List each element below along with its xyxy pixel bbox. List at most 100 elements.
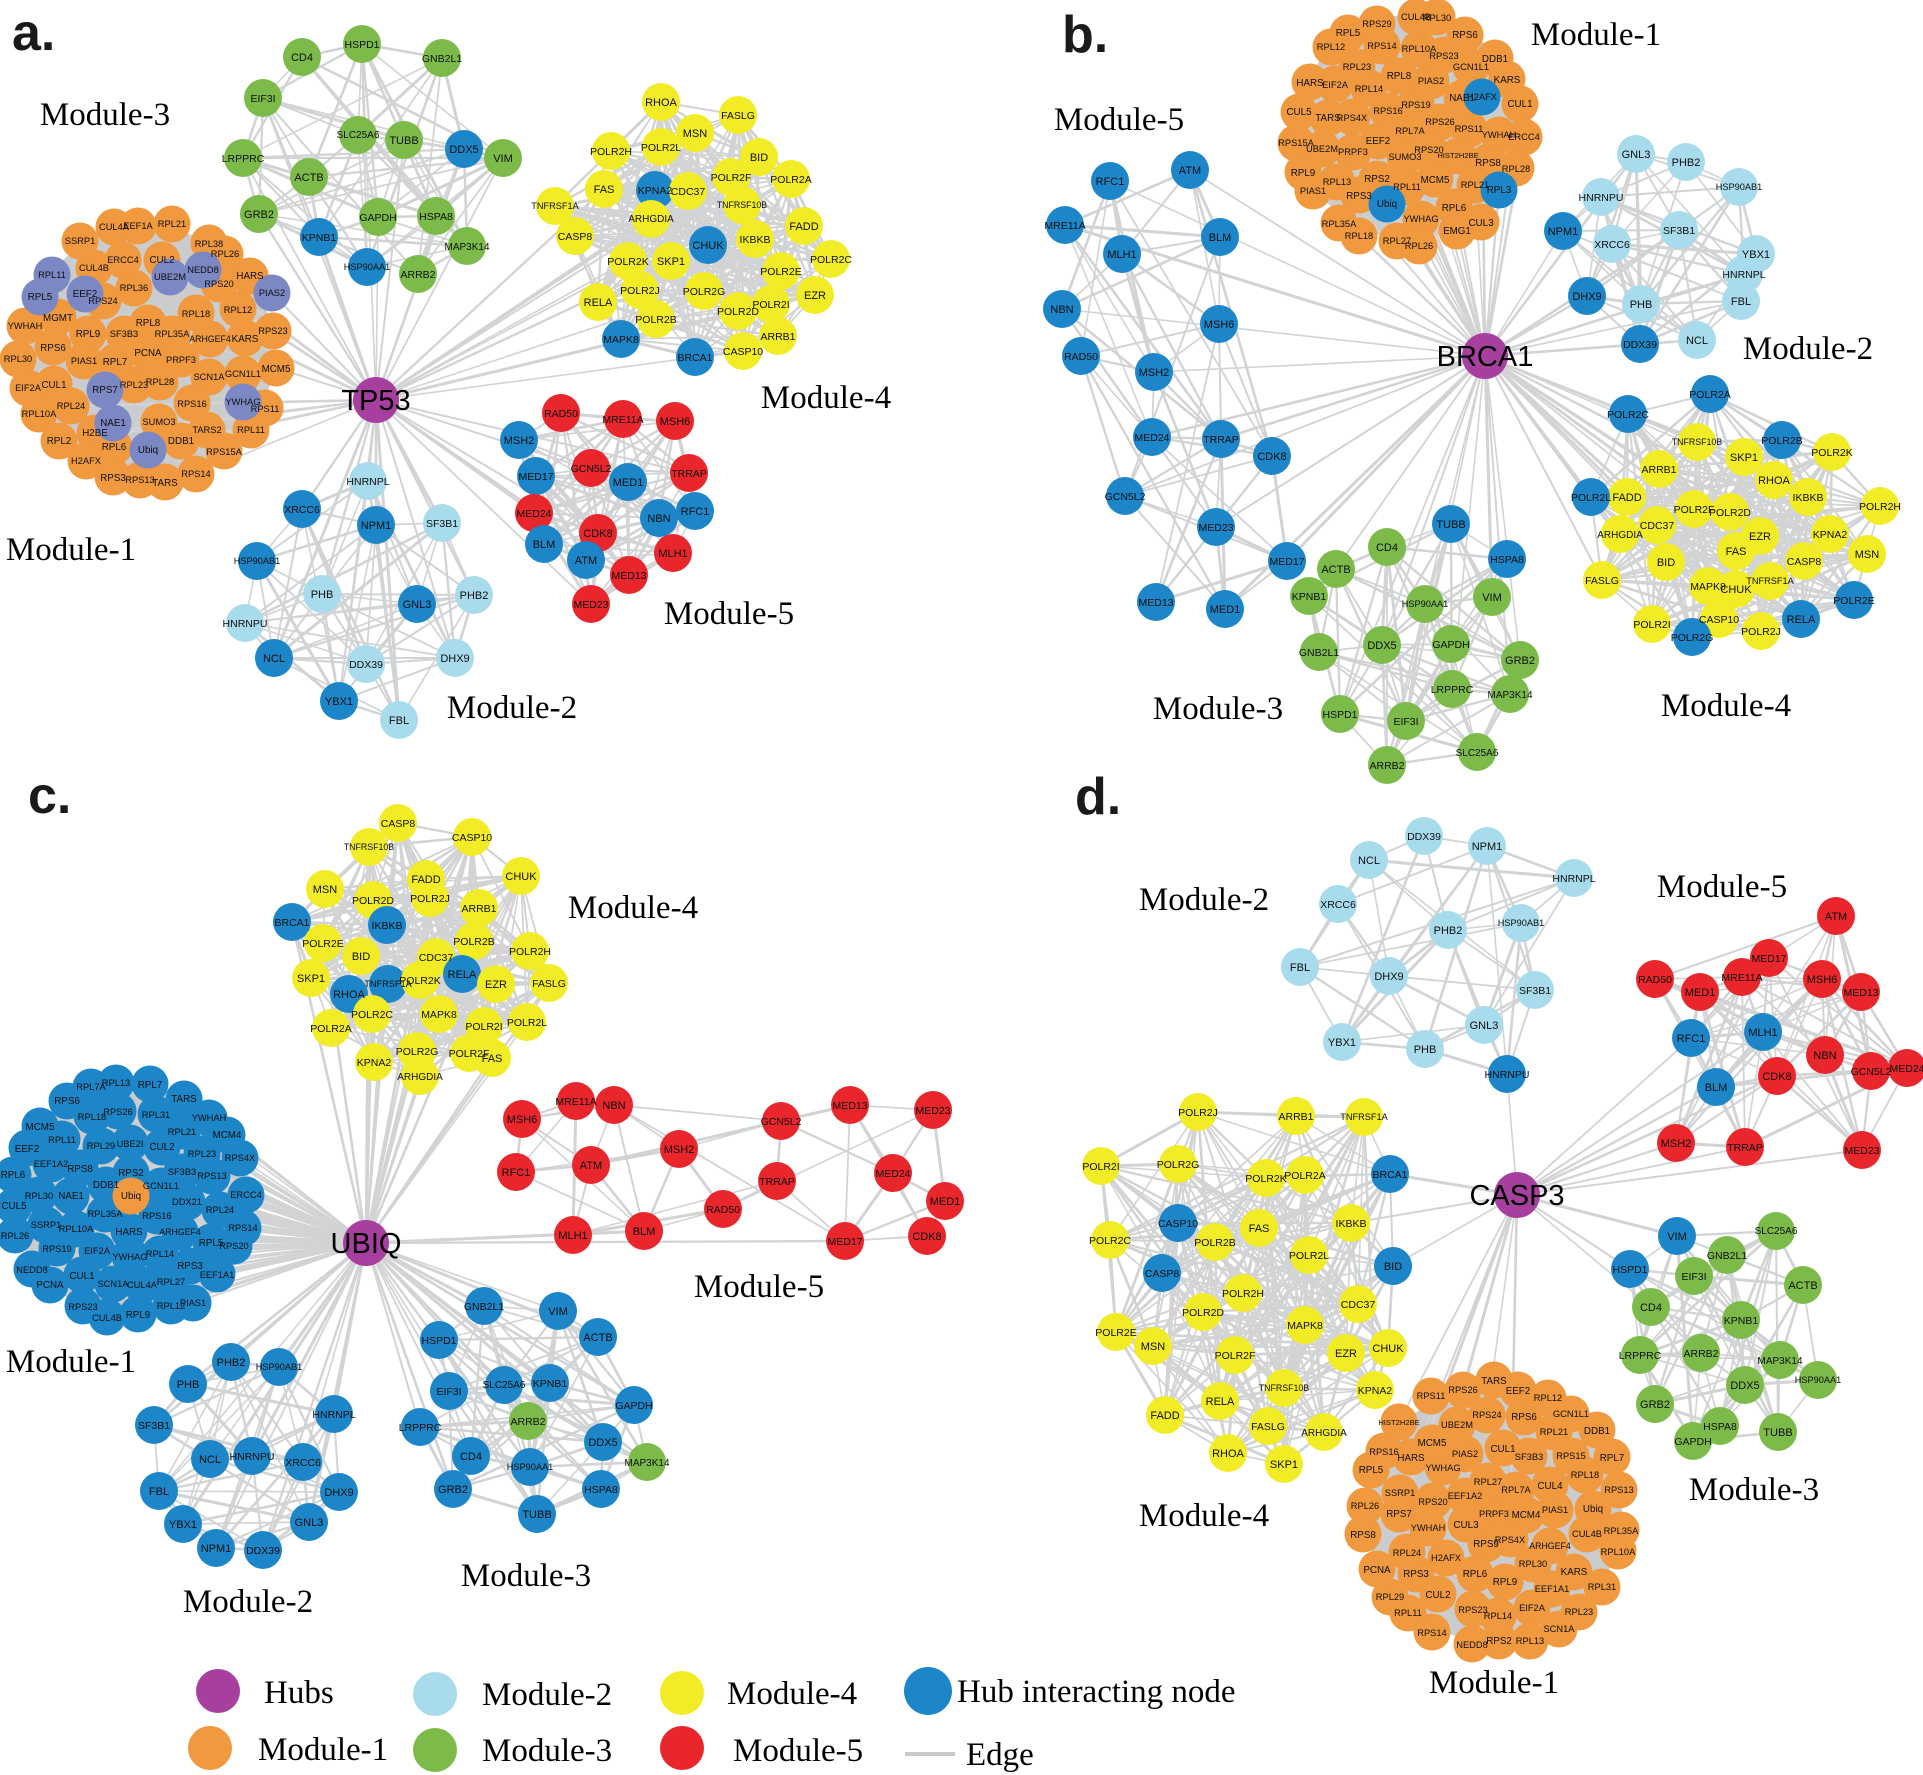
svg-text:Module-3: Module-3 bbox=[1153, 691, 1283, 727]
svg-text:RPL14: RPL14 bbox=[1484, 1611, 1512, 1621]
svg-text:BRCA1: BRCA1 bbox=[1437, 341, 1534, 373]
svg-text:CUL1: CUL1 bbox=[69, 1271, 94, 1282]
svg-text:RPL7: RPL7 bbox=[103, 357, 128, 368]
svg-text:MLH1: MLH1 bbox=[658, 548, 687, 560]
svg-text:POLR2E: POLR2E bbox=[760, 266, 801, 278]
svg-text:RPL6: RPL6 bbox=[1442, 203, 1467, 214]
svg-text:PRPF3: PRPF3 bbox=[166, 355, 196, 365]
svg-text:POLR2I: POLR2I bbox=[1633, 619, 1670, 631]
svg-text:RPL14: RPL14 bbox=[1355, 84, 1383, 94]
svg-text:TUBB: TUBB bbox=[522, 1509, 551, 1521]
svg-text:PHB2: PHB2 bbox=[460, 590, 489, 602]
svg-text:EEF1A: EEF1A bbox=[123, 221, 153, 231]
svg-text:CDC37: CDC37 bbox=[1640, 520, 1675, 532]
svg-text:RPL7: RPL7 bbox=[1600, 1453, 1625, 1464]
svg-text:Module-4: Module-4 bbox=[727, 1676, 857, 1712]
svg-text:CASP10: CASP10 bbox=[1699, 614, 1739, 626]
svg-text:RPS8: RPS8 bbox=[1475, 158, 1501, 169]
svg-text:DDX5: DDX5 bbox=[449, 144, 478, 156]
svg-text:MED17: MED17 bbox=[1751, 953, 1786, 965]
svg-text:EIF2A: EIF2A bbox=[84, 1246, 111, 1256]
svg-text:PRPF3: PRPF3 bbox=[1338, 147, 1368, 157]
svg-text:TNFRSF1A: TNFRSF1A bbox=[531, 201, 579, 211]
svg-text:TARS: TARS bbox=[171, 1094, 197, 1105]
svg-text:RPL29: RPL29 bbox=[87, 1141, 115, 1151]
svg-text:POLR2D: POLR2D bbox=[1709, 507, 1751, 519]
svg-text:NCL: NCL bbox=[1358, 855, 1380, 867]
svg-text:FAS: FAS bbox=[482, 1053, 503, 1065]
svg-text:GCN5L2: GCN5L2 bbox=[761, 1116, 802, 1128]
svg-text:H2BE: H2BE bbox=[82, 428, 108, 439]
svg-text:MSH2: MSH2 bbox=[1661, 1138, 1692, 1150]
svg-text:BLM: BLM bbox=[533, 539, 556, 551]
svg-text:VIM: VIM bbox=[1667, 1231, 1687, 1243]
svg-text:EIF2A: EIF2A bbox=[1322, 80, 1349, 90]
svg-text:CUL2: CUL2 bbox=[149, 1142, 174, 1153]
svg-text:DDB1: DDB1 bbox=[168, 436, 194, 447]
svg-text:EEF1A2: EEF1A2 bbox=[1448, 1491, 1483, 1501]
svg-text:RPL23: RPL23 bbox=[1565, 1607, 1593, 1617]
svg-text:POLR2J: POLR2J bbox=[1178, 1107, 1218, 1119]
svg-text:RPS4X: RPS4X bbox=[1495, 1535, 1526, 1545]
svg-text:MSH2: MSH2 bbox=[1139, 367, 1170, 379]
svg-text:RPL35A: RPL35A bbox=[1322, 219, 1357, 229]
svg-text:GCN1L1: GCN1L1 bbox=[1453, 62, 1489, 72]
svg-text:VIM: VIM bbox=[548, 1306, 568, 1318]
svg-text:CD4: CD4 bbox=[460, 1451, 482, 1463]
svg-text:PIAS2: PIAS2 bbox=[259, 288, 285, 298]
svg-text:RPL7A: RPL7A bbox=[76, 1082, 106, 1092]
svg-text:RPL28: RPL28 bbox=[1502, 164, 1530, 174]
svg-text:POLR2K: POLR2K bbox=[1811, 447, 1852, 459]
svg-text:Hub interacting node: Hub interacting node bbox=[957, 1674, 1236, 1710]
svg-text:PIAS2: PIAS2 bbox=[1418, 76, 1444, 86]
svg-text:Module-3: Module-3 bbox=[482, 1733, 612, 1769]
svg-text:RPL30: RPL30 bbox=[1423, 13, 1451, 23]
svg-text:CUL5: CUL5 bbox=[1, 1201, 27, 1212]
svg-text:RHOA: RHOA bbox=[1758, 475, 1790, 487]
svg-text:RPS3: RPS3 bbox=[1346, 191, 1372, 202]
svg-text:MAPK8: MAPK8 bbox=[603, 334, 639, 346]
svg-text:LRPPRC: LRPPRC bbox=[1619, 1350, 1662, 1362]
svg-text:RPS6: RPS6 bbox=[1511, 1412, 1537, 1423]
svg-text:NPM1: NPM1 bbox=[201, 1543, 232, 1555]
svg-text:SSRP1: SSRP1 bbox=[1385, 1488, 1416, 1498]
svg-text:RPL21: RPL21 bbox=[1461, 180, 1489, 190]
svg-text:RPS8: RPS8 bbox=[67, 1164, 93, 1175]
svg-text:HSP90AA1: HSP90AA1 bbox=[507, 1462, 553, 1472]
svg-text:SSRP1: SSRP1 bbox=[65, 236, 96, 246]
svg-text:RPS13: RPS13 bbox=[1604, 1485, 1633, 1495]
svg-text:Module-5: Module-5 bbox=[664, 596, 794, 632]
svg-text:YBX1: YBX1 bbox=[169, 1519, 197, 1531]
svg-text:MED24: MED24 bbox=[1134, 432, 1169, 444]
svg-text:POLR2G: POLR2G bbox=[396, 1046, 439, 1058]
svg-text:MED13: MED13 bbox=[1138, 597, 1173, 609]
svg-text:GCN5L2: GCN5L2 bbox=[571, 463, 612, 475]
svg-text:RPL35A: RPL35A bbox=[1604, 1526, 1639, 1536]
svg-text:MED1: MED1 bbox=[930, 1196, 961, 1208]
svg-text:POLR2B: POLR2B bbox=[1194, 1237, 1235, 1249]
svg-text:RPL18: RPL18 bbox=[78, 1112, 106, 1122]
svg-text:a.: a. bbox=[12, 4, 55, 62]
svg-text:POLR2D: POLR2D bbox=[1182, 1307, 1224, 1319]
svg-text:RPS6: RPS6 bbox=[54, 1096, 80, 1107]
svg-text:RPS26: RPS26 bbox=[1448, 1385, 1477, 1395]
svg-text:MRE11A: MRE11A bbox=[1721, 972, 1762, 984]
svg-text:MED1: MED1 bbox=[613, 477, 644, 489]
svg-text:TNFRSF10B: TNFRSF10B bbox=[344, 842, 394, 852]
svg-text:CUL5: CUL5 bbox=[1286, 107, 1312, 118]
svg-text:NAE1: NAE1 bbox=[58, 1191, 84, 1202]
svg-text:GAPDH: GAPDH bbox=[615, 1400, 652, 1412]
svg-text:POLR2L: POLR2L bbox=[1571, 492, 1611, 504]
svg-text:RPL24: RPL24 bbox=[206, 1205, 234, 1215]
svg-text:ARHGDIA: ARHGDIA bbox=[628, 214, 674, 225]
svg-text:FAS: FAS bbox=[1249, 1223, 1270, 1235]
svg-text:PCNA: PCNA bbox=[36, 1280, 64, 1291]
svg-text:RPL38: RPL38 bbox=[195, 239, 223, 249]
svg-text:MED23: MED23 bbox=[915, 1105, 950, 1117]
svg-text:RPL5: RPL5 bbox=[1359, 1465, 1384, 1476]
svg-text:PHB2: PHB2 bbox=[1672, 157, 1701, 169]
svg-text:ARHGEF4: ARHGEF4 bbox=[159, 1227, 201, 1237]
svg-text:RPS20: RPS20 bbox=[1414, 145, 1443, 155]
svg-text:TRRAP: TRRAP bbox=[1727, 1142, 1763, 1154]
svg-text:RPL11: RPL11 bbox=[1393, 182, 1421, 192]
